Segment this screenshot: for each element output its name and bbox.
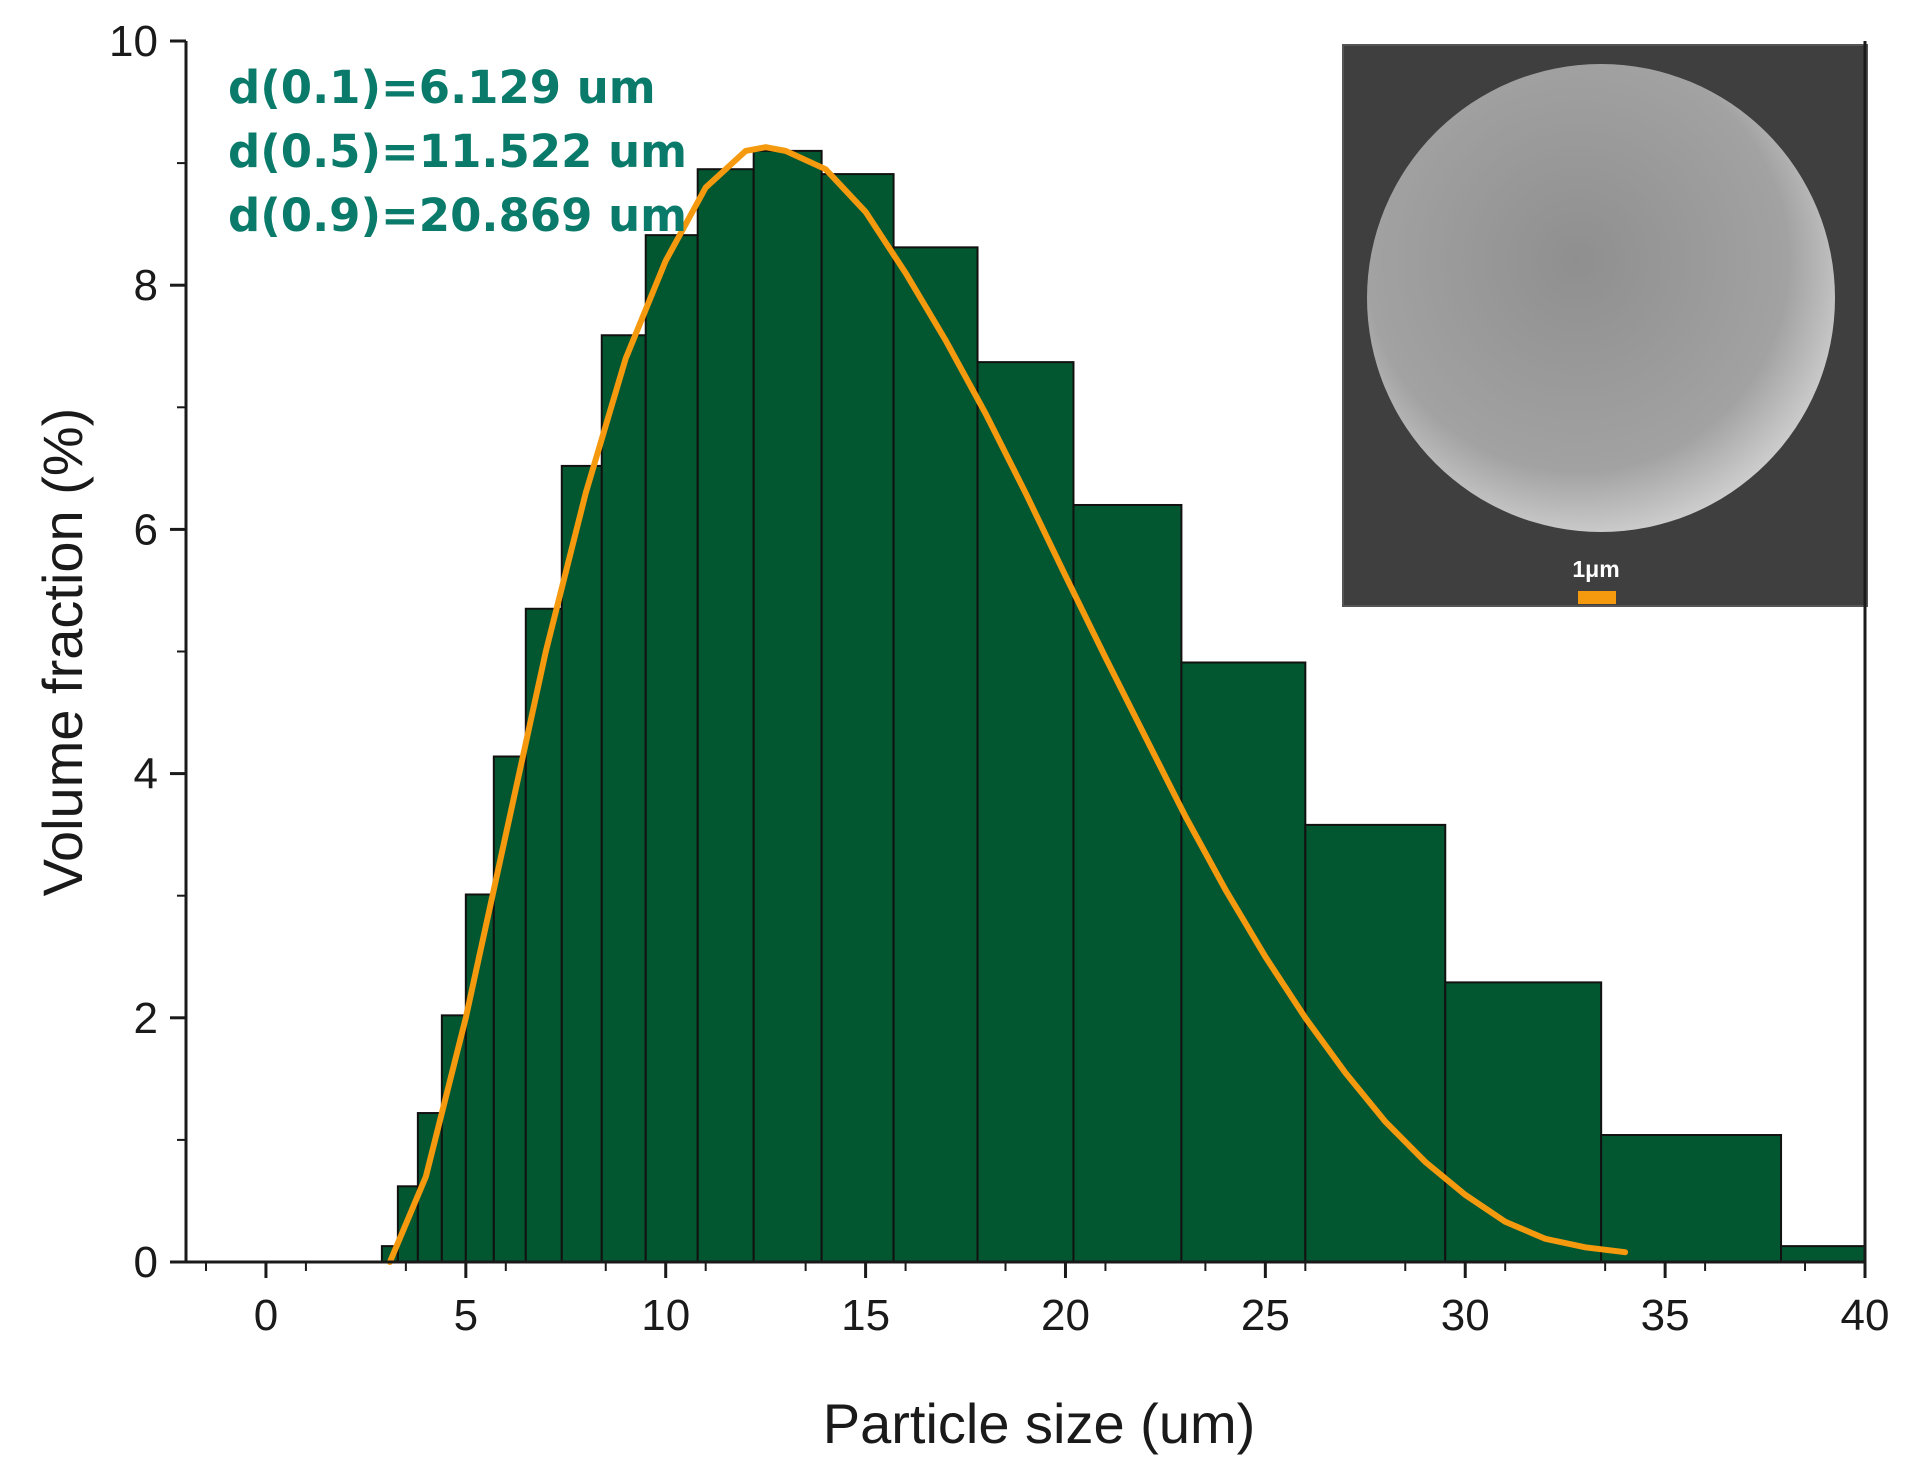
fit-curve-line — [386, 144, 1629, 1265]
bar-9 — [644, 234, 699, 1263]
y-tick-label: 0 — [134, 1238, 158, 1287]
y-tick-label: 10 — [109, 17, 158, 66]
x-axis-ticks: 0 5 10 15 20 25 30 35 40 — [204, 1262, 1890, 1340]
x-tick-label: 40 — [1841, 1291, 1890, 1340]
x-tick-label: 10 — [641, 1291, 690, 1340]
x-tick-label: 5 — [454, 1291, 478, 1340]
bar-14 — [976, 361, 1075, 1263]
scale-bar — [1578, 591, 1616, 604]
x-tick-label: 25 — [1241, 1291, 1290, 1340]
bar-19 — [1600, 1134, 1783, 1263]
y-tick-label: 4 — [134, 750, 158, 799]
sem-inset: 1μm — [1342, 44, 1868, 607]
x-tick-label: 0 — [254, 1291, 278, 1340]
bar-17 — [1304, 823, 1447, 1264]
x-tick-label: 30 — [1441, 1291, 1490, 1340]
bar-18 — [1444, 981, 1603, 1263]
bar-8 — [600, 334, 647, 1263]
annotation-d90: d(0.9)=20.869 um — [228, 189, 687, 242]
bar-5 — [492, 755, 527, 1263]
bar-3 — [440, 1014, 467, 1263]
x-tick-label: 15 — [841, 1291, 890, 1340]
scale-bar-label: 1μm — [1572, 556, 1619, 582]
bar-13 — [892, 246, 979, 1263]
y-axis-ticks: 0 2 4 6 8 10 — [109, 17, 186, 1287]
x-tick-label: 20 — [1041, 1291, 1090, 1340]
bar-10 — [696, 168, 755, 1264]
y-tick-label: 8 — [134, 261, 158, 310]
bar-20 — [1780, 1245, 1867, 1263]
bar-7 — [560, 464, 603, 1263]
annotation-d50: d(0.5)=11.522 um — [228, 125, 687, 178]
x-axis-title: Particle size (um) — [823, 1392, 1256, 1455]
y-tick-label: 6 — [134, 505, 158, 554]
bar-12 — [820, 173, 895, 1264]
x-tick-label: 35 — [1641, 1291, 1690, 1340]
y-tick-label: 2 — [134, 994, 158, 1043]
bar-11 — [752, 149, 823, 1263]
bar-16 — [1180, 661, 1307, 1263]
y-axis-title: Volume fraction (%) — [31, 408, 94, 897]
sem-particle-sphere — [1367, 64, 1835, 532]
annotation-d10: d(0.1)=6.129 um — [228, 61, 656, 114]
